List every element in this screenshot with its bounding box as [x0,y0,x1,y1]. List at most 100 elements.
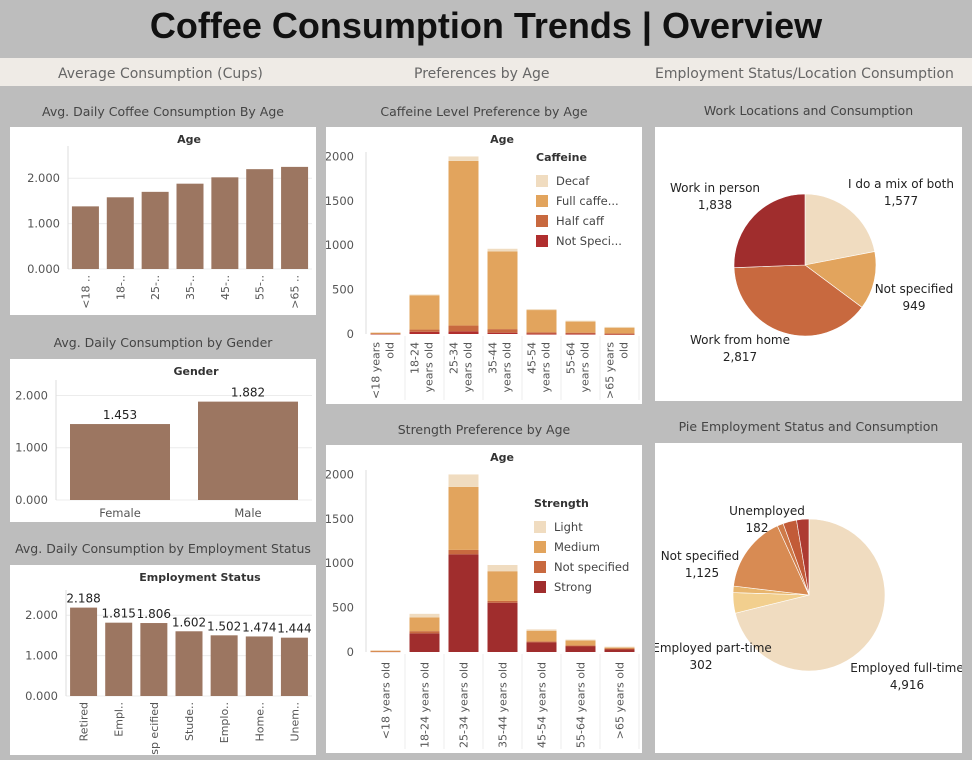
x-tick-label: old [618,342,631,359]
slice-name-label: Work from home [690,333,790,347]
x-tick-label: 55-.. [254,275,267,300]
x-tick-label: 25-34 years old [458,662,471,748]
bar-segment [565,321,596,333]
pie-slice [804,251,877,308]
x-tick-label: 35-44 [487,342,500,374]
page-title: Coffee Consumption Trends | Overview [149,5,823,46]
bar [175,631,203,696]
y-tick-label: 1.000 [27,217,60,231]
bar-segment [448,156,479,161]
bar-segment [526,642,557,652]
legend-label: Light [554,520,583,534]
pie-chart-empstatus: Employed full-time 4,916 Employed part-tim… [652,504,963,692]
bar-segment [604,327,635,334]
chart-title-empstatus: Pie Employment Status and Consumption [678,419,939,434]
bar [211,177,239,269]
bar [141,191,169,269]
slice-name-label: Work in person [670,181,760,195]
pie-chart-worklocation: I do a mix of both 1,577 Not specified 949 W… [670,177,954,364]
slice-value-label: 1,838 [698,198,732,212]
chart-panel-age: Age 0.000 1.000 2.000 <18 .. 18-.. 25-.. 35-.. 4… [10,127,316,315]
bar-value-label: 1.502 [207,619,241,633]
bar-segment [526,641,557,643]
y-tick-label: 0.000 [25,689,58,703]
x-tick-label: 35-.. [184,275,197,300]
legend-label: Full caffe... [556,194,619,208]
bar-value-label: 1.474 [242,620,276,634]
bar-chart-age: Age 0.000 1.000 2.000 <18 .. 18-.. 25-.. 35-.. 4… [27,133,312,309]
y-tick-label: 2.000 [15,388,48,402]
slice-name-label: Unemployed [729,504,805,518]
x-tick-label: 35-44 years old [497,662,510,748]
bar-segment [487,251,518,330]
bar-segment [370,650,401,652]
bar-segment [448,160,479,326]
x-tick-label: >65 .. [289,275,302,309]
bar [210,635,238,696]
bar-segment [448,325,479,332]
y-tick-label: 1500 [326,194,354,208]
slice-name-label: Employed full-time [850,661,962,675]
bar-segment [409,613,440,618]
legend-label: Decaf [556,174,590,188]
bar-segment [448,486,479,550]
y-tick-label: 1000 [326,238,354,252]
bar-segment [604,333,635,335]
y-tick-label: 1.000 [15,441,48,455]
legend-label: Not Speci... [556,234,622,248]
bar-segment [487,564,518,572]
bar-segment [487,600,518,603]
x-tick-label: Retired [78,702,91,741]
y-tick-label: 2.000 [27,171,60,185]
x-tick-label: 18-.. [114,275,127,300]
section-header-band [0,58,972,86]
chart-title-employment: Avg. Daily Consumption by Employment Sta… [15,541,311,556]
x-tick-label: 18-24 [409,342,422,374]
x-tick-label: Emplo.. [218,702,231,743]
bar-segment [448,331,479,334]
bar-value-label: 2.188 [66,592,100,606]
y-tick-label: 0 [347,327,354,341]
bar-segment [565,645,596,647]
legend-swatch [534,581,546,593]
slice-value-label: 4,916 [890,678,924,692]
bar [106,197,134,269]
legend-label: Medium [554,540,600,554]
x-tick-label: <18 years [370,342,383,399]
x-tick-label: Unem.. [288,702,301,742]
y-tick-label: 1.000 [25,649,58,663]
slice-name-label: Not specified [875,282,954,296]
bar-value-label: 1.806 [137,607,171,621]
bar-segment [409,294,440,296]
x-tick-label: <18 years old [380,662,393,739]
slice-value-label: 302 [690,658,713,672]
chart-header: Age [177,133,201,146]
bar-value-label: 1.602 [172,615,206,629]
y-tick-label: 0 [347,645,354,659]
y-tick-label: 500 [332,601,354,615]
chart-panel-employment: Employment Status 0.000 1.000 2.000 2.188 Ret… [10,565,316,760]
legend-swatch [534,541,546,553]
x-tick-label: >65 years old [614,662,627,739]
chart-title-age: Avg. Daily Coffee Consumption By Age [42,104,284,119]
bar [246,169,274,269]
bar-segment [565,333,596,335]
slice-name-label: Employed part-time [655,641,772,655]
y-tick-label: 2.000 [25,608,58,622]
y-tick-label: 1000 [326,556,354,570]
x-tick-label: years old [423,342,436,393]
bar-segment [526,333,557,335]
bar [71,206,99,269]
slice-name-label: Not specified [661,549,740,563]
bar [176,183,204,269]
x-tick-label: years old [501,342,514,393]
x-tick-label: >65 years [604,342,617,399]
bar-segment [565,332,596,334]
y-tick-label: 0.000 [27,262,60,276]
bar-segment [526,630,557,642]
pie-slice [733,264,863,337]
slice-value-label: 1,577 [884,194,918,208]
bar [70,424,170,500]
legend-swatch [534,521,546,533]
